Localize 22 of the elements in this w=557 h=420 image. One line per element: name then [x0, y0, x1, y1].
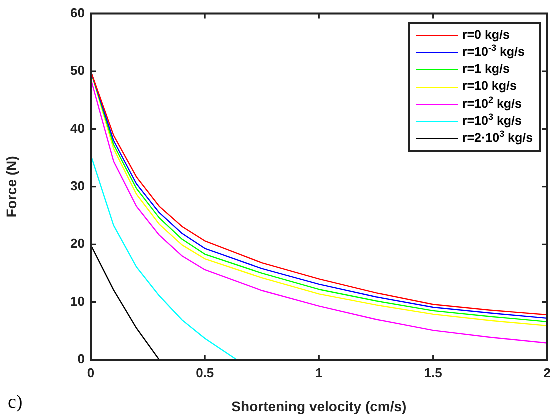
y-tick-label: 10 — [70, 294, 85, 309]
y-axis-title: Force (N) — [3, 156, 20, 218]
x-tick-label: 1.5 — [424, 365, 442, 380]
y-tick-label: 40 — [70, 120, 85, 136]
legend-label: r=10$^{2}$ kg/s — [462, 94, 522, 113]
legend-label: r=2·10$^{3}$ kg/s — [462, 128, 534, 148]
y-tick-label: 0 — [78, 352, 85, 367]
y-tick-label: 60 — [70, 5, 85, 20]
x-tick-label: 1 — [316, 365, 323, 380]
x-tick-label: 0.5 — [196, 365, 214, 380]
x-axis-title: Shortening velocity (cm/s) — [232, 398, 407, 414]
legend-label: r=10$^{3}$ kg/s — [462, 112, 522, 130]
text: c) — [8, 392, 23, 414]
x-tick-label: 2 — [544, 365, 551, 380]
x-tick-label: 0 — [87, 365, 95, 380]
legend-label: r=1 kg/s — [462, 61, 510, 78]
legend-label: r=0 kg/s — [462, 26, 510, 44]
y-tick-label: 30 — [70, 178, 85, 194]
legend-label: r=10 kg/s — [462, 78, 517, 96]
y-tick-label: 50 — [70, 63, 85, 78]
legend-label: r=10$^{-3}$ kg/s — [462, 42, 525, 61]
y-tick-label: 20 — [70, 236, 85, 252]
